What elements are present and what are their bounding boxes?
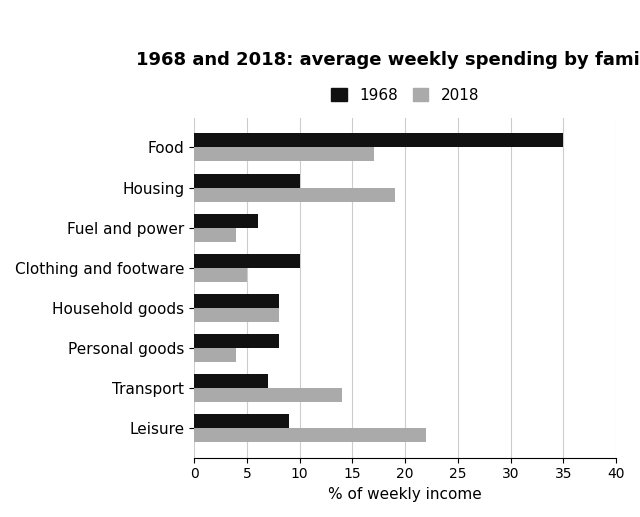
- X-axis label: % of weekly income: % of weekly income: [328, 487, 482, 502]
- Bar: [194, 214, 257, 227]
- Title: 1968 and 2018: average weekly spending by families: 1968 and 2018: average weekly spending b…: [136, 51, 640, 69]
- Bar: [194, 308, 278, 322]
- Bar: [194, 147, 374, 161]
- Legend: 1968, 2018: 1968, 2018: [325, 82, 485, 109]
- Bar: [194, 254, 300, 268]
- Bar: [194, 133, 563, 147]
- Bar: [194, 428, 426, 442]
- Bar: [194, 294, 278, 308]
- Bar: [194, 388, 342, 402]
- Bar: [194, 374, 268, 388]
- Bar: [194, 268, 247, 282]
- Bar: [194, 174, 300, 188]
- Bar: [194, 227, 236, 242]
- Bar: [194, 348, 236, 362]
- Bar: [194, 188, 395, 202]
- Bar: [194, 414, 289, 428]
- Bar: [194, 334, 278, 348]
